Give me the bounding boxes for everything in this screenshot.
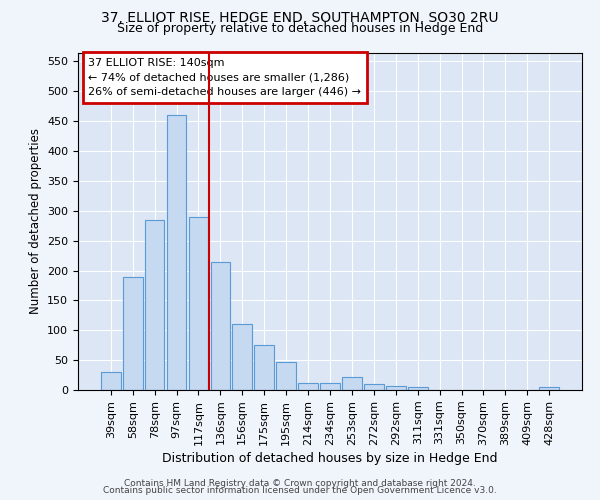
Bar (145, 220, 164, 390)
Bar (408, 387, 428, 390)
Text: 37, ELLIOT RISE, HEDGE END, SOUTHAMPTON, SO30 2RU: 37, ELLIOT RISE, HEDGE END, SOUTHAMPTON,… (101, 12, 499, 26)
Bar (123, 276, 143, 390)
Bar (298, 383, 318, 390)
Bar (101, 372, 121, 390)
Bar (539, 387, 559, 390)
Bar (276, 362, 296, 390)
X-axis label: Distribution of detached houses by size in Hedge End: Distribution of detached houses by size … (162, 452, 498, 465)
Text: Size of property relative to detached houses in Hedge End: Size of property relative to detached ho… (117, 22, 483, 35)
Y-axis label: Number of detached properties: Number of detached properties (29, 128, 41, 314)
Bar (167, 115, 187, 390)
Bar (254, 345, 274, 390)
Bar (320, 383, 340, 390)
Text: Contains HM Land Registry data © Crown copyright and database right 2024.: Contains HM Land Registry data © Crown c… (124, 478, 476, 488)
Bar (188, 217, 208, 390)
Bar (211, 262, 230, 390)
Text: 37 ELLIOT RISE: 140sqm
← 74% of detached houses are smaller (1,286)
26% of semi-: 37 ELLIOT RISE: 140sqm ← 74% of detached… (88, 58, 361, 97)
Text: Contains public sector information licensed under the Open Government Licence v3: Contains public sector information licen… (103, 486, 497, 495)
Bar (232, 324, 252, 390)
Bar (386, 386, 406, 390)
Bar (364, 384, 384, 390)
Bar (342, 377, 362, 390)
